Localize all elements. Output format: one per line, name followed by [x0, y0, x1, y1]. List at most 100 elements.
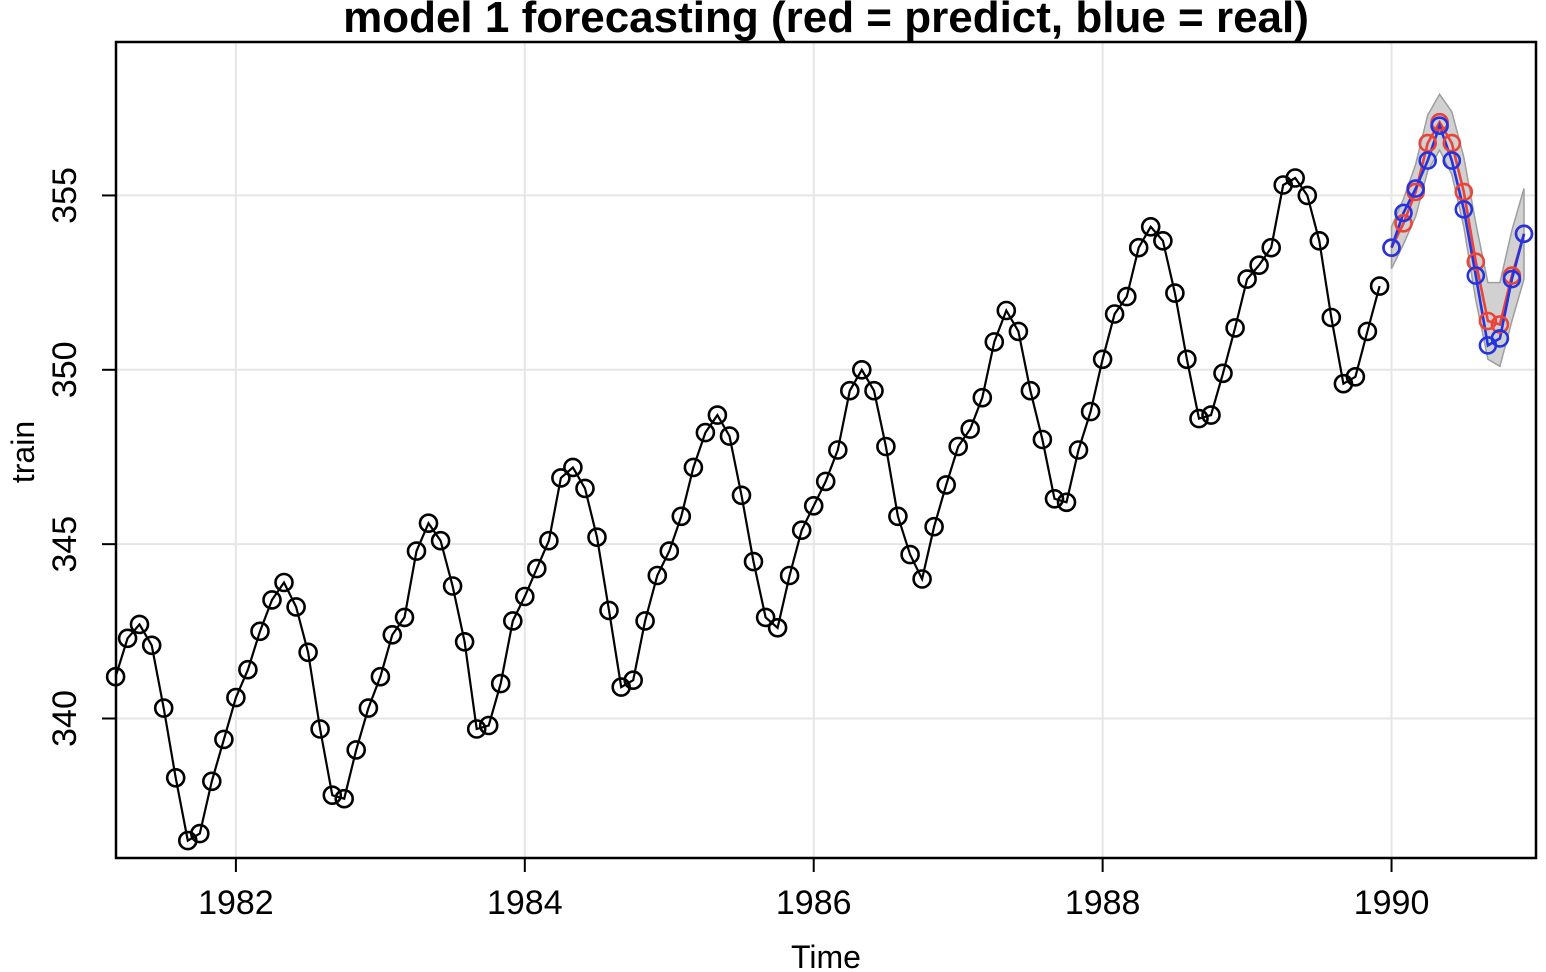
real-point [1418, 151, 1437, 170]
train-point [599, 600, 619, 621]
train-point [587, 527, 607, 548]
train-point [310, 719, 330, 739]
train-point [539, 530, 559, 551]
train-point [1261, 237, 1281, 258]
train-point [1128, 237, 1149, 258]
real-point [1442, 151, 1462, 170]
predict-point [1418, 133, 1437, 153]
train-point [839, 380, 860, 401]
train-point [322, 785, 343, 806]
train-point [1080, 401, 1101, 422]
chart-title: model 1 forecasting (red = predict, blue… [343, 0, 1309, 42]
train-point [1056, 492, 1077, 513]
train-point [1321, 307, 1342, 328]
x-tick-label: 1990 [1354, 884, 1430, 922]
train-point [900, 544, 920, 565]
train-point [214, 729, 234, 750]
train-point [659, 541, 680, 561]
x-tick-label: 1988 [1065, 884, 1141, 922]
train-point [972, 387, 993, 408]
y-tick-label: 350 [46, 341, 84, 398]
train-point [1225, 318, 1245, 338]
train-point [1285, 168, 1305, 188]
x-tick-label: 1986 [776, 884, 852, 922]
train-point [960, 419, 981, 439]
train-point [490, 673, 511, 694]
real-point [1430, 116, 1449, 135]
train-point [779, 565, 800, 586]
train-point [526, 558, 547, 579]
real-point [1454, 200, 1474, 219]
train-point [984, 332, 1005, 352]
train-point [502, 611, 523, 631]
train-point [1140, 217, 1161, 237]
train-point [948, 436, 969, 457]
train-point [454, 631, 475, 652]
x-axis: 1982 1984 1986 1988 1990 [198, 858, 1429, 922]
train-point [190, 823, 210, 844]
train-point [1177, 349, 1197, 370]
y-axis: 340 345 350 355 [46, 167, 116, 747]
train-point [1165, 283, 1185, 303]
train-point [1104, 304, 1125, 324]
real-point [1490, 329, 1510, 348]
train-point [250, 621, 270, 642]
train-point [1249, 255, 1269, 276]
train-point [1008, 321, 1029, 342]
train-point [442, 576, 463, 596]
train-point [394, 607, 415, 628]
train-point [129, 614, 150, 635]
real-point [1406, 179, 1425, 198]
train-point [1297, 185, 1318, 206]
predict-point [1394, 214, 1413, 233]
predict-point [1478, 311, 1498, 331]
train-point [1092, 349, 1113, 370]
train-point [274, 572, 294, 593]
real-point [1514, 224, 1534, 244]
real-point [1382, 238, 1401, 257]
train-point [466, 719, 487, 739]
train-point [226, 687, 246, 708]
train-point [1201, 405, 1221, 425]
train-point [1153, 231, 1173, 251]
train-point [478, 715, 499, 736]
train-point [153, 698, 174, 718]
series-layer [105, 112, 1534, 851]
x-tick-label: 1984 [487, 884, 563, 922]
train-point [1117, 286, 1137, 307]
train-line [114, 176, 1381, 843]
y-tick-label: 345 [46, 516, 84, 573]
train-point [996, 300, 1017, 321]
train-point [912, 569, 932, 589]
train-point [683, 457, 704, 478]
train-point [755, 607, 776, 628]
train-point [334, 788, 355, 809]
train-point [1237, 269, 1257, 289]
train-point [864, 380, 884, 401]
y-tick-label: 340 [46, 690, 84, 747]
train-point [286, 597, 306, 617]
train-point [815, 471, 836, 492]
train-point [671, 506, 692, 527]
train-point [731, 485, 752, 506]
predict-point [1466, 252, 1486, 272]
train-point [370, 666, 391, 687]
train-point [827, 440, 848, 460]
train-point [238, 659, 258, 680]
train-point [851, 359, 872, 380]
train-point [1189, 408, 1209, 429]
train-point [298, 642, 318, 663]
train-point [358, 698, 379, 718]
train-point [202, 771, 222, 792]
grid-layer [116, 42, 1536, 858]
train-point [117, 628, 138, 649]
train-point [430, 530, 451, 551]
predict-point [1442, 133, 1462, 153]
predict-point [1454, 182, 1474, 202]
train-point [382, 624, 403, 645]
train-point [647, 565, 668, 586]
y-tick-label: 355 [46, 167, 84, 224]
y-axis-label: train [5, 421, 41, 483]
train-point [936, 475, 957, 495]
